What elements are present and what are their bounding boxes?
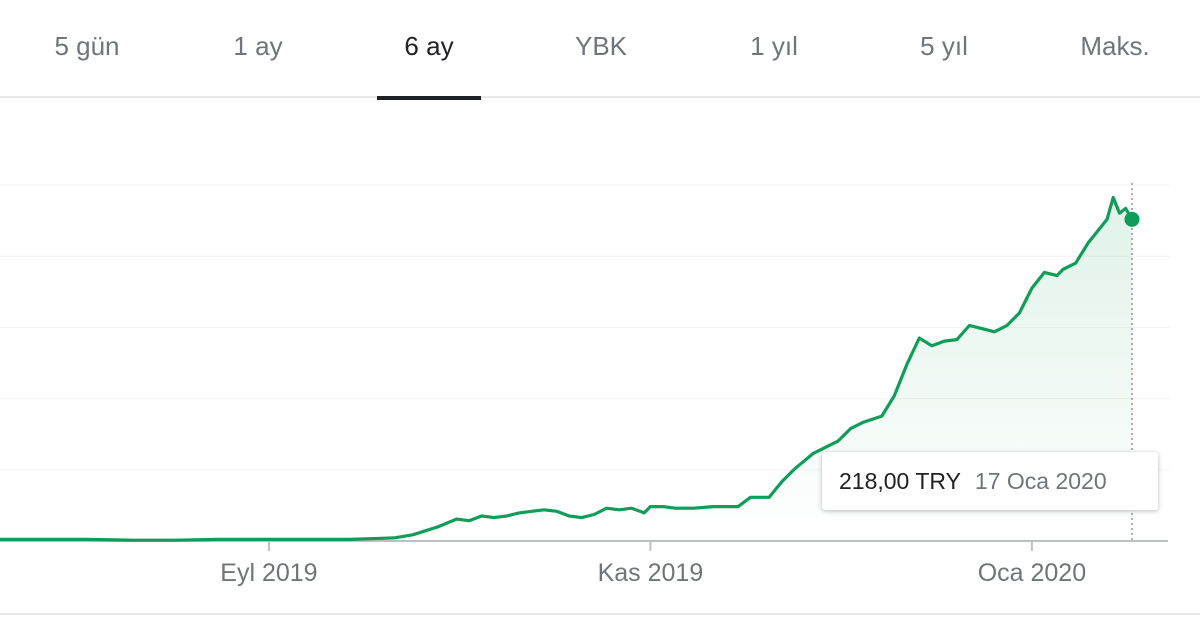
tooltip-price: 218,00 TRY bbox=[839, 467, 961, 494]
tab-1-ay[interactable]: 1 ay bbox=[233, 30, 283, 61]
current-price-point[interactable] bbox=[1124, 211, 1140, 227]
range-tabs: 5 gün 1 ay 6 ay YBK 1 yıl 5 yıl Maks. bbox=[0, 0, 1200, 100]
x-tick-label: Kas 2019 bbox=[598, 559, 704, 587]
tooltip-date: 17 Oca 2020 bbox=[974, 467, 1107, 494]
tab-1-yil[interactable]: 1 yıl bbox=[750, 30, 798, 61]
tab-5-yil[interactable]: 5 yıl bbox=[920, 30, 968, 61]
bottom-divider bbox=[0, 613, 1200, 615]
tab-ybk[interactable]: YBK bbox=[574, 30, 628, 61]
price-tooltip: 218,00 TRY 17 Oca 2020 bbox=[822, 452, 1158, 510]
tab-5-gun[interactable]: 5 gün bbox=[54, 30, 120, 61]
tab-maks[interactable]: Maks. bbox=[1080, 30, 1150, 61]
price-line bbox=[0, 195, 1134, 542]
x-tick-label: Eyl 2019 bbox=[220, 559, 317, 587]
x-tick-label: Oca 2020 bbox=[978, 559, 1086, 587]
x-axis-ticks: Eyl 2019 Kas 2019 Oca 2020 bbox=[220, 541, 1086, 587]
tab-6-ay[interactable]: 6 ay bbox=[369, 0, 489, 100]
